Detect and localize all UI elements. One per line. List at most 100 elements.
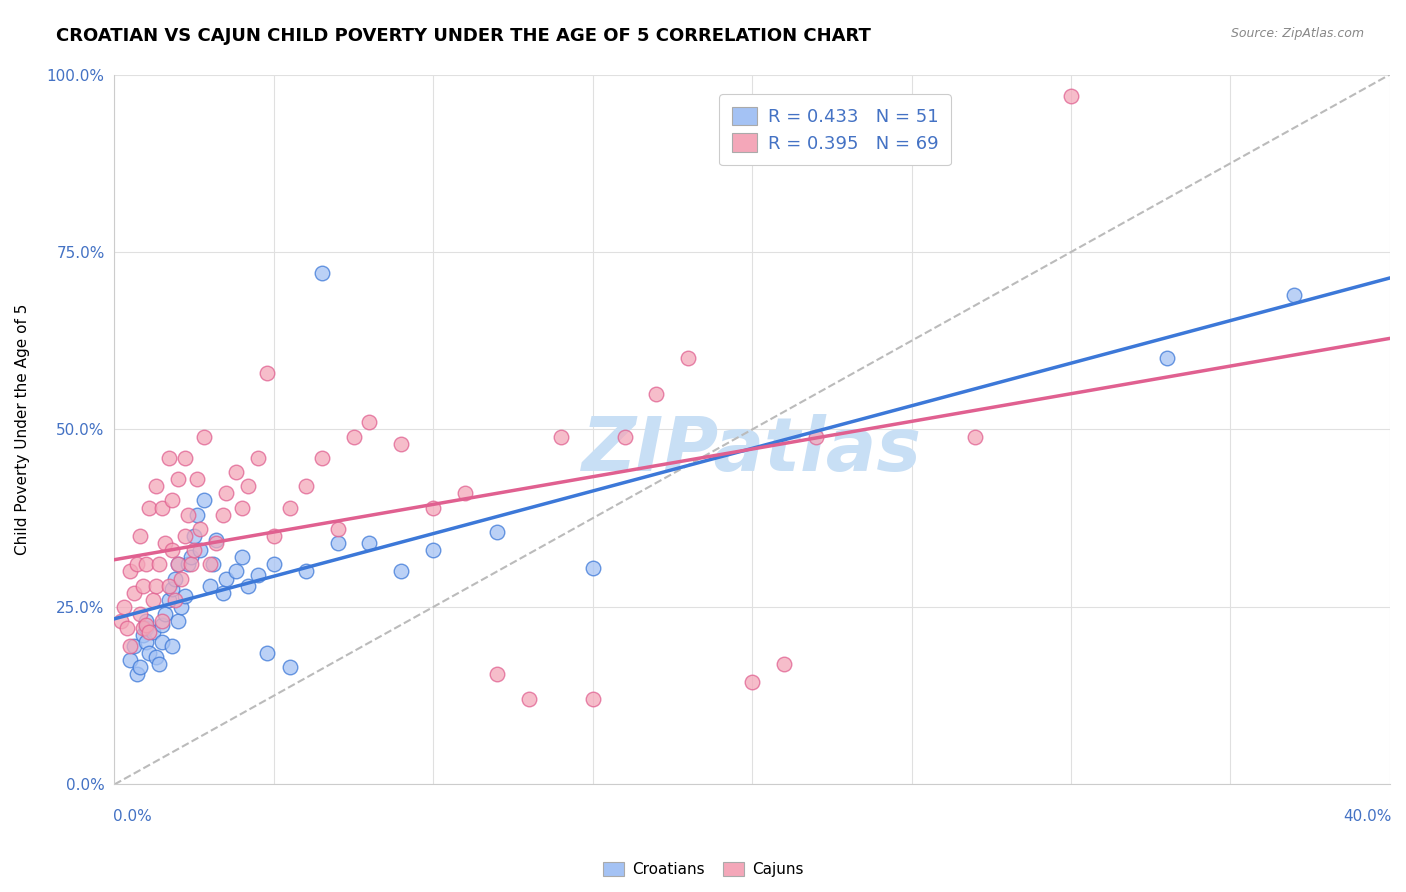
Point <box>389 436 412 450</box>
Point <box>135 614 157 628</box>
Point <box>110 614 132 628</box>
Point <box>120 639 142 653</box>
Point <box>190 522 212 536</box>
Point <box>129 660 152 674</box>
Point <box>202 558 225 572</box>
Point <box>193 429 215 443</box>
Point <box>211 508 233 522</box>
Point <box>138 500 160 515</box>
Point <box>186 508 208 522</box>
Point <box>965 429 987 443</box>
Point <box>246 568 269 582</box>
Point <box>198 579 221 593</box>
Point <box>163 572 186 586</box>
Point <box>160 639 183 653</box>
Point <box>170 599 193 614</box>
Point <box>135 635 157 649</box>
Point <box>294 479 316 493</box>
Point <box>486 525 509 540</box>
Point <box>155 536 177 550</box>
Point <box>180 550 202 565</box>
Point <box>167 558 190 572</box>
Point <box>177 558 200 572</box>
Point <box>517 692 540 706</box>
Legend: Croatians, Cajuns: Croatians, Cajuns <box>603 862 803 877</box>
Point <box>186 472 208 486</box>
Point <box>177 508 200 522</box>
Point <box>294 565 316 579</box>
Point <box>613 429 636 443</box>
Point <box>326 522 349 536</box>
Point <box>645 387 668 401</box>
Point <box>145 649 167 664</box>
Point <box>167 558 190 572</box>
Point <box>132 579 155 593</box>
Point <box>263 529 285 543</box>
Point <box>167 614 190 628</box>
Legend: R = 0.433   N = 51, R = 0.395   N = 69: R = 0.433 N = 51, R = 0.395 N = 69 <box>718 95 950 165</box>
Point <box>238 579 260 593</box>
Point <box>326 536 349 550</box>
Point <box>132 628 155 642</box>
Point <box>150 635 173 649</box>
Point <box>150 617 173 632</box>
Point <box>148 657 170 671</box>
Point <box>278 660 301 674</box>
Point <box>256 646 278 660</box>
Text: CROATIAN VS CAJUN CHILD POVERTY UNDER THE AGE OF 5 CORRELATION CHART: CROATIAN VS CAJUN CHILD POVERTY UNDER TH… <box>56 27 872 45</box>
Text: 0.0%: 0.0% <box>112 809 152 824</box>
Point <box>135 558 157 572</box>
Y-axis label: Child Poverty Under the Age of 5: Child Poverty Under the Age of 5 <box>15 304 30 555</box>
Point <box>150 500 173 515</box>
Point <box>122 586 145 600</box>
Point <box>225 465 247 479</box>
Point <box>1284 287 1306 301</box>
Point <box>115 621 138 635</box>
Point <box>342 429 364 443</box>
Point <box>359 536 381 550</box>
Point <box>215 572 238 586</box>
Point <box>120 653 142 667</box>
Point <box>359 416 381 430</box>
Point <box>170 572 193 586</box>
Point <box>183 543 205 558</box>
Point <box>422 500 444 515</box>
Point <box>120 565 142 579</box>
Point <box>804 429 827 443</box>
Point <box>193 493 215 508</box>
Point <box>132 621 155 635</box>
Point <box>142 624 165 639</box>
Point <box>150 614 173 628</box>
Point <box>225 565 247 579</box>
Point <box>263 558 285 572</box>
Point <box>582 561 605 575</box>
Point <box>231 500 253 515</box>
Point <box>142 592 165 607</box>
Point <box>122 639 145 653</box>
Point <box>773 657 796 671</box>
Point <box>311 450 333 465</box>
Point <box>231 550 253 565</box>
Point <box>112 599 135 614</box>
Point <box>160 543 183 558</box>
Point <box>454 486 477 500</box>
Text: ZIPatlas: ZIPatlas <box>582 414 922 487</box>
Point <box>1156 351 1178 366</box>
Point <box>157 450 180 465</box>
Point <box>741 674 763 689</box>
Point <box>389 565 412 579</box>
Point <box>167 472 190 486</box>
Point <box>246 450 269 465</box>
Point <box>125 667 148 681</box>
Point <box>157 579 180 593</box>
Point <box>125 558 148 572</box>
Point <box>550 429 572 443</box>
Point <box>173 590 195 604</box>
Text: 40.0%: 40.0% <box>1343 809 1391 824</box>
Point <box>155 607 177 621</box>
Point <box>205 536 228 550</box>
Point <box>163 592 186 607</box>
Point <box>211 586 233 600</box>
Point <box>138 646 160 660</box>
Point <box>148 558 170 572</box>
